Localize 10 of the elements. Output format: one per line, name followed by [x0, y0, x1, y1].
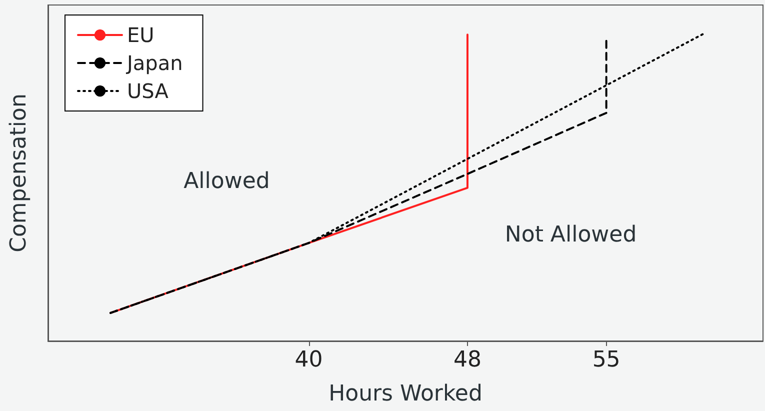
- x-tick-label: 40: [294, 348, 323, 372]
- x-axis-title: Hours Worked: [328, 382, 482, 406]
- legend-label: EU: [127, 23, 154, 47]
- annotation: Not Allowed: [504, 222, 637, 248]
- legend-label: Japan: [125, 51, 183, 75]
- x-tick-label: 55: [592, 348, 620, 372]
- y-axis-title: Compensation: [6, 94, 32, 252]
- legend-label: USA: [127, 79, 169, 103]
- x-tick-label: 48: [453, 348, 482, 372]
- annotation: Allowed: [184, 169, 270, 194]
